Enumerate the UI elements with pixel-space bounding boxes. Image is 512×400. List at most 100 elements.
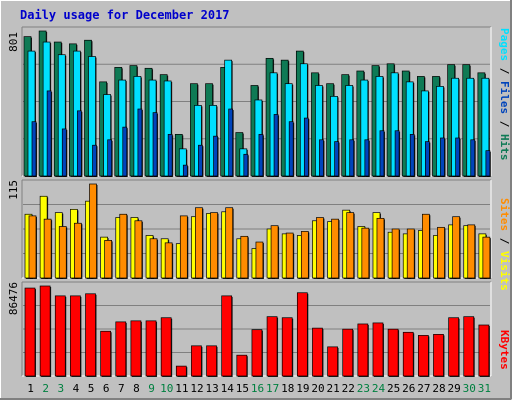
x-tick-label: 3	[58, 382, 65, 395]
x-tick-label: 22	[342, 382, 355, 395]
x-tick-label: 19	[296, 382, 309, 395]
sites-bar	[134, 220, 143, 279]
sites-bar	[467, 224, 476, 279]
legend-visits: Visits	[498, 251, 511, 291]
sites-bar	[28, 215, 37, 279]
kbytes-bar	[130, 320, 142, 377]
x-tick-label: 17	[266, 382, 279, 395]
sites-bar	[255, 241, 264, 279]
sites-bar	[225, 207, 234, 279]
x-tick-label: 2	[42, 382, 49, 395]
x-tick-label: 24	[372, 382, 386, 395]
x-tick-label: 7	[118, 382, 125, 395]
pages-bar	[61, 128, 67, 177]
sites-bar	[437, 226, 445, 279]
files-bar	[451, 77, 459, 177]
pages-bar	[288, 121, 294, 177]
x-tick-label: 9	[148, 382, 155, 395]
files-bar	[466, 77, 475, 177]
files-bar	[330, 95, 338, 177]
pages-bar	[167, 134, 173, 177]
kbytes-bar	[206, 345, 217, 377]
files-bar	[421, 90, 429, 177]
files-bar	[345, 85, 354, 177]
x-tick-label: 25	[387, 382, 400, 395]
pages-bar	[455, 137, 460, 177]
sites-bar	[104, 240, 112, 279]
pages-bar	[440, 137, 445, 177]
files-bar	[375, 76, 384, 177]
sites-bar	[210, 212, 218, 279]
chart-title: Daily usage for December 2017	[20, 8, 230, 22]
kbytes-bar	[70, 295, 81, 377]
pages-bar	[243, 153, 249, 177]
kbytes-bar	[327, 346, 338, 377]
kbytes-bar	[387, 328, 399, 377]
sites-bar	[179, 215, 188, 279]
x-tick-label: 21	[327, 382, 340, 395]
files-bar	[103, 94, 111, 177]
sites-bar	[482, 236, 491, 279]
x-tick-label: 10	[160, 382, 173, 395]
kbytes-bar	[175, 365, 187, 377]
x-tick-label: 15	[236, 382, 249, 395]
bottom-max-label: 86476	[7, 282, 20, 315]
sites-bar	[376, 217, 385, 279]
x-axis-labels: 1 2 3 4 5 6 7 8 9 10 11 12 13 14 15 16 17 18 19 20 21 22 23 24 2…	[27, 382, 491, 395]
legend-sites: Sites	[498, 198, 511, 231]
files-bar	[178, 148, 187, 177]
sites-bar	[285, 232, 294, 279]
bars-group	[23, 30, 491, 377]
kbytes-bar	[100, 330, 111, 377]
kbytes-bar	[342, 328, 354, 377]
pages-bar	[485, 150, 491, 177]
kbytes-bar	[115, 321, 127, 377]
legend-files: Files	[498, 81, 511, 114]
pages-bar	[77, 110, 82, 177]
pages-bar	[379, 130, 385, 177]
files-bar	[360, 79, 369, 177]
kbytes-bar	[85, 293, 96, 377]
pages-bar	[303, 117, 309, 177]
pages-bar	[319, 139, 324, 177]
kbytes-bar	[312, 327, 323, 377]
pages-bar	[46, 90, 52, 177]
pages-bar	[425, 141, 430, 177]
pages-bar	[409, 134, 415, 177]
legend-kbytes: KBytes	[498, 330, 511, 370]
kbytes-bar	[191, 345, 202, 377]
kbytes-bar	[448, 317, 459, 377]
pages-bar	[182, 164, 188, 177]
kbytes-bar	[281, 317, 293, 377]
files-bar	[57, 54, 66, 177]
kbytes-bar	[418, 335, 429, 377]
x-tick-label: 18	[281, 382, 294, 395]
sites-bar	[391, 228, 400, 279]
bottom-side-legend: KBytes	[498, 330, 511, 370]
sites-bar	[346, 212, 355, 279]
pages-bar	[394, 130, 400, 177]
pages-bar	[213, 135, 218, 177]
middle-max-label: 115	[7, 180, 20, 200]
sites-bar	[316, 217, 324, 279]
legend-sep-1: /	[498, 61, 511, 81]
pages-bar	[228, 108, 234, 177]
pages-bar	[31, 121, 37, 177]
pages-bar	[364, 139, 370, 177]
pages-bar	[470, 139, 476, 177]
sites-bar	[361, 227, 370, 279]
legend-sep-2: /	[498, 114, 511, 134]
kbytes-bar	[251, 329, 263, 377]
sites-bar	[240, 235, 249, 279]
middle-side-legend: Sites / Visits	[498, 198, 511, 291]
kbytes-bar	[160, 317, 172, 377]
pages-bar	[334, 141, 339, 177]
pages-bar	[122, 126, 128, 177]
pages-bar	[349, 139, 355, 177]
files-bar	[315, 85, 323, 177]
x-tick-label: 27	[417, 382, 430, 395]
sites-bar	[74, 222, 82, 279]
x-tick-label: 4	[73, 382, 80, 395]
